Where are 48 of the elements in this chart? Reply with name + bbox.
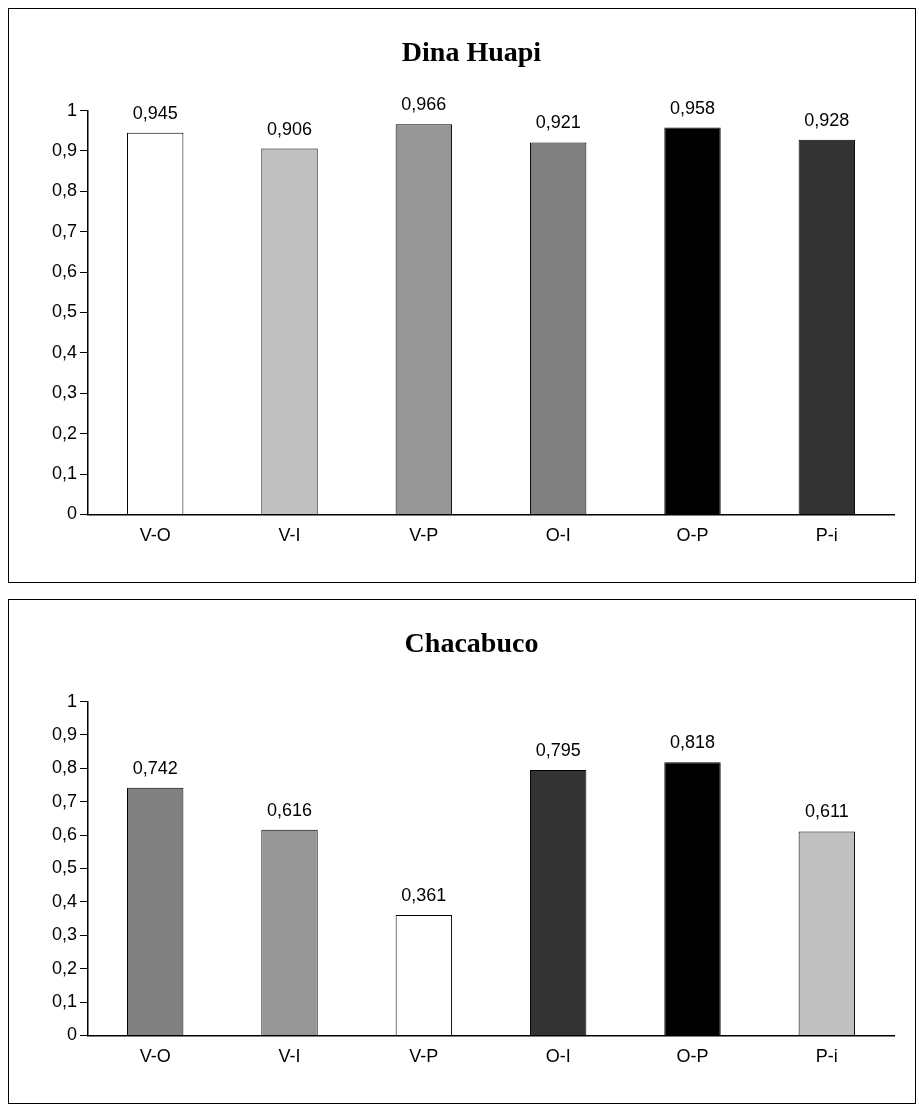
data-label: 0,945 — [132, 102, 178, 123]
x-tick-label: O-P — [676, 525, 709, 546]
y-tick-label: 0,4 — [51, 890, 78, 911]
y-tick-label: 0,4 — [51, 341, 78, 362]
x-tick-label: V-P — [409, 525, 439, 546]
y-tick-label: 0,7 — [51, 220, 78, 241]
data-label: 0,921 — [535, 112, 581, 133]
y-tick-label: 0 — [67, 1024, 78, 1045]
y-tick-label: 0,8 — [51, 757, 78, 778]
data-label: 0,795 — [535, 740, 581, 760]
y-tick-label: 0,5 — [51, 857, 78, 878]
x-tick-label: O-I — [545, 1046, 571, 1067]
y-tick-label: 0,2 — [51, 957, 78, 978]
x-tick-label: O-P — [676, 1046, 709, 1067]
y-tick-label: 0,6 — [51, 824, 78, 845]
x-tick-label: V-I — [278, 1046, 301, 1067]
y-tick-label: 1 — [67, 690, 78, 711]
chart-title: Chacabuco — [404, 627, 539, 659]
y-tick-label: 0,2 — [51, 422, 78, 443]
x-tick-label: O-I — [545, 525, 571, 546]
data-label: 0,742 — [132, 757, 178, 778]
y-tick-label: 0 — [67, 503, 78, 524]
y-tick-label: 0,1 — [51, 462, 78, 483]
y-tick-label: 0,5 — [51, 301, 78, 322]
y-tick-label: 0,8 — [51, 180, 78, 201]
data-label: 0,818 — [669, 732, 716, 753]
data-label: 0,906 — [266, 118, 313, 139]
y-tick-label: 0,9 — [51, 723, 78, 744]
data-label: 0,958 — [669, 97, 716, 118]
x-tick-label: V-I — [278, 525, 301, 546]
x-tick-label: V-P — [409, 1046, 439, 1067]
y-tick-label: 0,6 — [51, 261, 78, 282]
data-label: 0,616 — [266, 799, 313, 820]
data-label: 0,928 — [804, 109, 850, 130]
y-tick-label: 1 — [67, 99, 78, 120]
x-tick-label: V-O — [139, 1046, 171, 1067]
chart-title: Dina Huapi — [401, 36, 542, 68]
y-tick-label: 0,3 — [51, 382, 78, 403]
y-tick-label: 0,1 — [51, 990, 78, 1011]
data-label: 0,361 — [401, 884, 447, 905]
y-tick-label: 0,9 — [51, 139, 78, 160]
data-label: 0,611 — [804, 801, 849, 822]
y-tick-label: 0,3 — [51, 924, 78, 945]
x-tick-label: V-O — [139, 525, 171, 546]
x-tick-label: P-i — [815, 1046, 838, 1067]
y-tick-label: 0,7 — [51, 790, 78, 811]
data-label: 0,966 — [401, 94, 447, 115]
x-tick-label: P-i — [815, 525, 838, 546]
